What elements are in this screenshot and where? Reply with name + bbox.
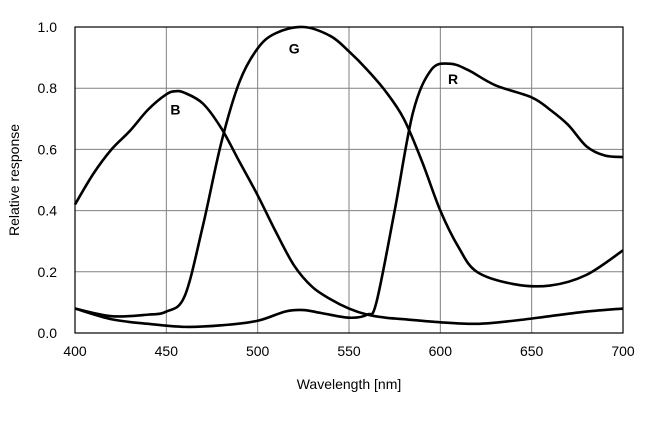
x-tick-label: 550 [337, 343, 361, 359]
x-tick-label: 450 [155, 343, 179, 359]
y-tick-label: 0.8 [38, 80, 58, 96]
y-axis-label: Relative response [6, 124, 22, 236]
series-line-G [74, 25, 624, 318]
series-label-G: G [289, 40, 300, 56]
x-tick-label: 500 [246, 343, 270, 359]
series-label-B: B [170, 102, 180, 118]
tick-labels: 400 450 500 550 600 650 700 0.0 0.2 0.4 0.6 0.8 1.0 [38, 19, 635, 359]
series-line-R [74, 62, 624, 329]
x-tick-label: 700 [611, 343, 635, 359]
x-tick-label: 650 [520, 343, 544, 359]
plot-frame [74, 26, 624, 334]
y-tick-label: 0.2 [38, 264, 58, 280]
series-line-B [73, 89, 624, 326]
x-tick-label: 600 [429, 343, 453, 359]
x-tick-label: 400 [63, 343, 87, 359]
y-tick-label: 0.6 [38, 141, 58, 157]
series-label-R: R [448, 71, 458, 87]
series-lines [73, 25, 624, 329]
y-tick-label: 0.0 [38, 325, 58, 341]
y-tick-label: 1.0 [38, 19, 58, 35]
y-tick-label: 0.4 [38, 203, 58, 219]
x-axis-label: Wavelength [nm] [297, 376, 402, 392]
series-labels: B G R [170, 40, 458, 117]
